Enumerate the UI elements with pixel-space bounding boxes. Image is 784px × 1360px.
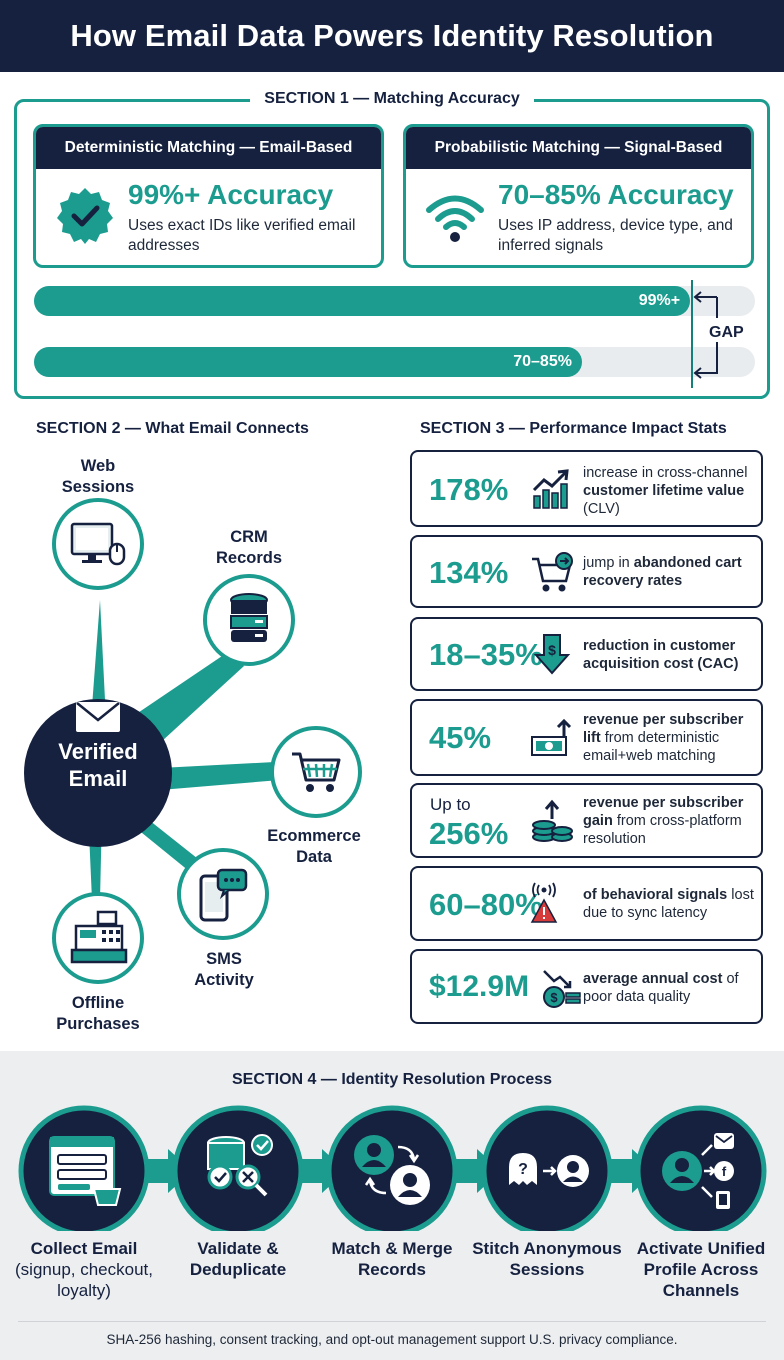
section1-title: SECTION 1 — Matching Accuracy [250,90,534,107]
deterministic-card: Deterministic Matching — Email-Based 99%… [33,124,384,268]
svg-text:$: $ [550,990,558,1005]
probabilistic-accuracy-bar: 70–85% [34,347,755,377]
section4-title: SECTION 4 — Identity Resolution Process [231,1071,553,1088]
stat-value: 178% [429,472,509,507]
money-up-icon [531,718,572,756]
deterministic-bar-fill: 99%+ [34,286,691,316]
signal-warning-icon [530,882,558,923]
stat-prefix: Up to [430,795,471,814]
gap-divider [691,280,693,388]
anonymous-to-user-icon: ? [509,1153,589,1187]
probabilistic-heading: Probabilistic Matching — Signal-Based [406,127,751,169]
stat-value: $12.9M [429,970,530,1003]
page-title: How Email Data Powers Identity Resolutio… [70,18,714,53]
svg-text:$: $ [548,642,556,658]
stat-description: revenue per subscriber gain from cross-p… [583,795,744,847]
stat-card-clv: 178% increase in cross-channel customer … [410,450,763,527]
node-crm-records: CRM Records [215,528,283,567]
stat-description: of behavioral signals lost due to sync l… [583,887,754,921]
coins-up-icon [532,799,573,842]
stat-description: increase in cross-channel customer lifet… [583,465,748,517]
merge-profiles-icon [354,1135,430,1205]
stat-card-signals-lost: 60–80% of behavioral signals lost due to… [410,866,763,941]
step-match-merge: Match & Merge Records [331,1239,453,1279]
stat-description: average annual cost of poor data quality [583,971,739,1005]
stat-card-data-quality-cost: $12.9M $ average annual cost of poor dat… [410,949,763,1024]
footer-divider [18,1321,766,1322]
gap-bracket-icon [693,291,718,379]
probabilistic-bar-fill: 70–85% [34,347,582,377]
page-header: How Email Data Powers Identity Resolutio… [0,0,784,72]
deterministic-bar-label: 99%+ [638,292,681,309]
verified-badge-icon [57,188,113,244]
node-sms-activity: SMS Activity [194,950,254,989]
stat-description: jump in abandoned cart recovery rates [583,555,742,589]
probabilistic-bar-label: 70–85% [513,353,572,370]
signup-form-icon [49,1136,122,1206]
svg-text:f: f [722,1164,727,1179]
node-offline-purchases: Offline Purchases [56,994,140,1033]
cart-recovery-icon [532,552,573,592]
deterministic-accuracy-bar: 99%+ [34,286,755,316]
step-stitch-sessions: Stitch Anonymous Sessions [472,1239,622,1279]
unified-profile-icon: f [662,1133,734,1209]
stat-description: reduction in customer acquisition cost (… [583,638,739,672]
stat-value: 256% [429,816,509,851]
growth-chart-icon [532,469,569,509]
gap-label: GAP [709,324,744,341]
envelope-icon [76,702,120,732]
section-identity-process: SECTION 4 — Identity Resolution Process [0,1051,784,1360]
step-validate-deduplicate: Validate & Deduplicate [189,1239,287,1279]
svg-text:?: ? [518,1161,528,1178]
phone-chat-icon [199,868,248,922]
cash-register-icon [70,910,128,964]
node-web-sessions: Web Sessions [61,457,135,496]
probabilistic-card: Probabilistic Matching — Signal-Based 70… [403,124,754,268]
stat-description: revenue per subscriber lift from determi… [583,712,744,764]
stat-value: 18–35% [429,637,543,672]
stat-card-revenue-gain: Up to 256% revenue per subscriber gain f… [410,783,763,858]
stat-card-cart-recovery: 134% jump in abandoned cart recovery rat… [410,535,763,608]
dollar-down-icon: $ [543,970,581,1008]
hub-verified-email: Verified Email [58,739,138,791]
cost-down-icon: $ [533,634,571,675]
step-activate-profile: Activate Unified Profile Across Channels [636,1239,766,1300]
validate-database-icon [207,1134,273,1197]
deterministic-description: Uses exact IDs like verified email addre… [128,217,356,254]
stat-card-revenue-lift: 45% revenue per subscriber lift from det… [410,699,763,776]
probabilistic-description: Uses IP address, device type, and inferr… [498,217,733,254]
section-matching-accuracy: SECTION 1 — Matching Accuracy Determinis… [14,90,770,399]
stat-card-cac: 18–35% $ reduction in customer acquisiti… [410,617,763,691]
stat-value: 45% [429,720,492,755]
node-ecommerce-data: Ecommerce Data [267,827,361,866]
stat-value: 134% [429,555,509,590]
stat-value: 60–80% [429,887,543,922]
database-icon [230,593,268,642]
probabilistic-accuracy: 70–85% Accuracy [498,179,734,210]
section2-title: SECTION 2 — What Email Connects [36,420,309,437]
deterministic-heading: Deterministic Matching — Email-Based [36,127,381,169]
privacy-footnote: SHA-256 hashing, consent tracking, and o… [106,1332,678,1347]
deterministic-accuracy: 99%+ Accuracy [128,179,334,210]
step-collect-email: Collect Email (signup, checkout, loyalty) [15,1239,153,1300]
section3-title: SECTION 3 — Performance Impact Stats [420,420,727,437]
shopping-cart-icon [292,752,341,792]
desktop-mouse-icon [70,522,126,566]
wifi-signal-icon [426,195,484,242]
